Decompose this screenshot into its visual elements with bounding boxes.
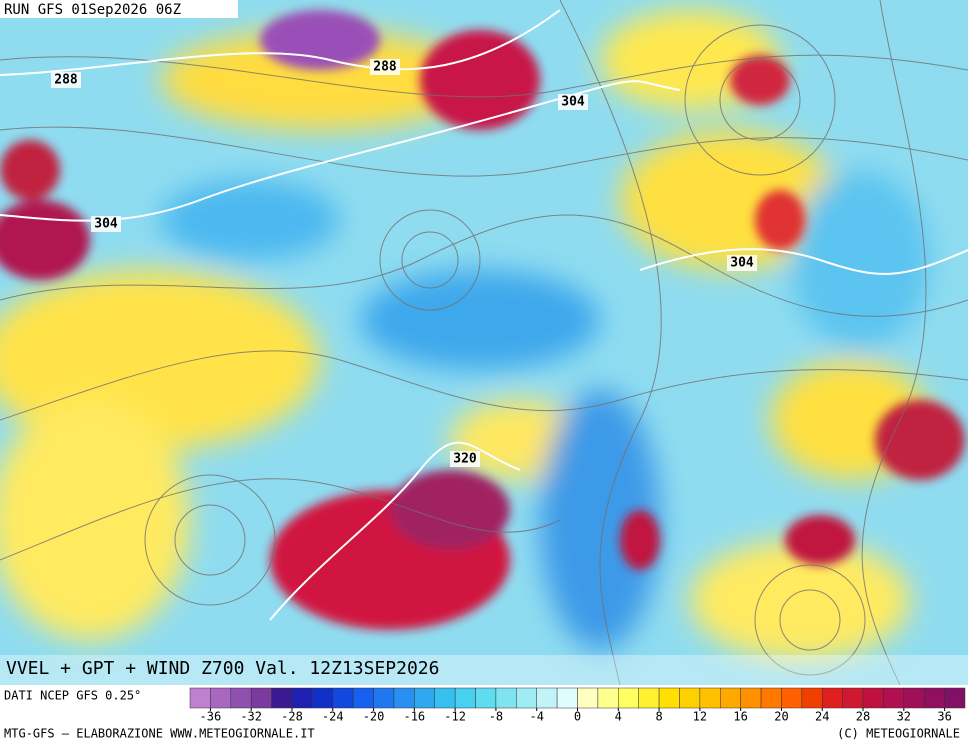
colorbar-box	[781, 687, 803, 709]
contour-label: 304	[94, 217, 118, 232]
contour-label: 288	[54, 73, 78, 88]
colorbar-box	[699, 687, 721, 709]
colorbar-box	[720, 687, 741, 709]
colorbar-tick-label: 32	[897, 710, 911, 724]
colorbar-box	[312, 687, 334, 709]
footer-right: (C) METEOGIORNALE	[837, 727, 960, 741]
contour-label-bg	[558, 94, 588, 110]
colorbar-box	[291, 687, 313, 709]
contour-label: 288	[373, 60, 397, 75]
run-label: RUN GFS 01Sep2026 06Z	[4, 2, 181, 18]
colorbar-box	[536, 687, 558, 709]
contour-label-bg	[727, 255, 757, 271]
colorbar-box	[883, 687, 905, 709]
contour-label: 320	[453, 452, 477, 467]
colorbar-box	[740, 687, 762, 709]
colorbar-box	[352, 687, 374, 709]
colorbar-tick-label: -8	[489, 710, 503, 724]
colorbar-box	[271, 687, 293, 709]
contour-label: 304	[561, 95, 585, 110]
colorbar-tick-label: -24	[322, 710, 344, 724]
colorbar-tick-label: -36	[200, 710, 222, 724]
colorbar-box	[189, 687, 211, 709]
colorbar-tick-label: -12	[444, 710, 466, 724]
colorbar-box	[923, 687, 945, 709]
colorbar-tick-label: 20	[774, 710, 788, 724]
colorbar-tick-label: 36	[937, 710, 951, 724]
map: RUN GFS 01Sep2026 06Z VVEL + GPT + WIND …	[0, 0, 968, 685]
colorbar-box	[210, 687, 232, 709]
colorbar-box	[597, 687, 619, 709]
colorbar-box	[944, 687, 966, 709]
colorbar-tick-label: 8	[655, 710, 662, 724]
colorbar-tick-label: 28	[856, 710, 870, 724]
colorbar-box	[638, 687, 660, 709]
colorbar-tick-label: 12	[693, 710, 707, 724]
colorbar-box	[577, 687, 599, 709]
colorbar-tick-label: 0	[574, 710, 581, 724]
colorbar-tick-label: -32	[240, 710, 262, 724]
colorbar-box	[434, 687, 456, 709]
colorbar-box	[658, 687, 680, 709]
contour-label-bg	[450, 451, 480, 467]
colorbar-box	[760, 687, 782, 709]
colorbar-box	[842, 687, 864, 709]
colorbar-tick-label: -20	[363, 710, 385, 724]
colorbar-box	[250, 687, 272, 709]
data-source: DATI NCEP GFS 0.25°	[4, 689, 141, 703]
colorbar-tick-label: -4	[529, 710, 543, 724]
map-title: VVEL + GPT + WIND Z700 Val. 12Z13SEP2026	[6, 658, 439, 679]
colorbar-box	[454, 687, 476, 709]
contour-label: 304	[730, 256, 754, 271]
colorbar-box	[903, 687, 925, 709]
footer-left: MTG-GFS — ELABORAZIONE WWW.METEOGIORNALE…	[4, 727, 315, 741]
colorbar-box	[862, 687, 884, 709]
colorbar-tick-label: -16	[403, 710, 425, 724]
contour-label-bg	[91, 216, 121, 232]
contour-label-bg	[370, 59, 400, 75]
colorbar-box	[495, 687, 517, 709]
colorbar-box	[556, 687, 578, 709]
colorbar-tick-label: 4	[615, 710, 622, 724]
colorbar-box	[516, 687, 537, 709]
colorbar-box	[373, 687, 395, 709]
colorbar-box	[821, 687, 843, 709]
colorbar-box	[475, 687, 497, 709]
colorbar-box	[393, 687, 415, 709]
colorbar-box	[801, 687, 823, 709]
colorbar-tick-label: 24	[815, 710, 829, 724]
colorbar-box	[332, 687, 354, 709]
colorbar-box	[679, 687, 701, 709]
colorbar-tick-label: 16	[733, 710, 747, 724]
colorbar-box	[230, 687, 252, 709]
contour-label-bg	[51, 72, 81, 88]
colorbar-box	[414, 687, 435, 709]
colorbar-tick-label: -28	[281, 710, 303, 724]
colorbar-box	[618, 687, 639, 709]
